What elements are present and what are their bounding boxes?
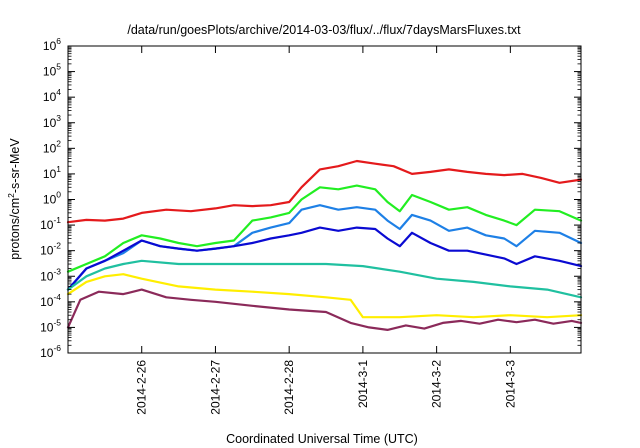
- series-lines: [66, 159, 583, 331]
- y-label-text: protons/cm: [8, 198, 22, 260]
- y-label-text-tail: -s-sr-MeV: [8, 138, 22, 194]
- series-line-3: [66, 204, 583, 291]
- series-line-5: [66, 259, 583, 299]
- y-tick-label: 106: [43, 36, 61, 53]
- x-tick-label: 2014-3-2: [430, 360, 444, 408]
- y-tick-label: 10-3: [40, 266, 61, 283]
- x-tick-label: 2014-2-27: [208, 360, 222, 415]
- y-tick-label: 105: [43, 62, 61, 79]
- x-axis: 2014-2-26 2014-2-27 2014-2-28 2014-3-1 2014-…: [135, 46, 517, 415]
- plot-frame: [67, 45, 582, 354]
- x-tick-label: 2014-3-3: [503, 360, 517, 408]
- x-axis-label: Coordinated Universal Time (UTC): [226, 432, 418, 446]
- y-tick-label: 103: [43, 113, 61, 130]
- chart-title: /data/run/goesPlots/archive/2014-03-03/f…: [127, 23, 521, 37]
- y-tick-label: 100: [43, 190, 61, 207]
- y-tick-label: 10-2: [40, 241, 61, 258]
- y-tick-label: 10-6: [40, 343, 61, 360]
- y-axis: 10-6 10-5 10-4 10-3 10-2 10-1 100 101 102 103 104 1…: [40, 36, 581, 360]
- series-line-6: [66, 273, 583, 319]
- series-line-2: [66, 184, 583, 273]
- y-tick-label: 101: [43, 164, 61, 181]
- y-axis-label: protons/cm2-s-sr-MeV: [6, 138, 22, 260]
- y-tick-label: 10-1: [40, 215, 61, 232]
- x-tick-label: 2014-2-28: [282, 360, 296, 415]
- y-tick-label: 10-4: [40, 292, 61, 309]
- series-line-7: [66, 288, 583, 331]
- x-tick-label: 2014-3-1: [356, 360, 370, 408]
- y-tick-label: 104: [43, 87, 61, 104]
- series-line-4: [66, 226, 583, 291]
- y-tick-label: 10-5: [40, 317, 61, 334]
- series-line-1: [66, 159, 583, 224]
- x-tick-label: 2014-2-26: [135, 360, 149, 415]
- y-tick-label: 102: [43, 138, 61, 155]
- y-label-superscript: 2: [6, 193, 16, 198]
